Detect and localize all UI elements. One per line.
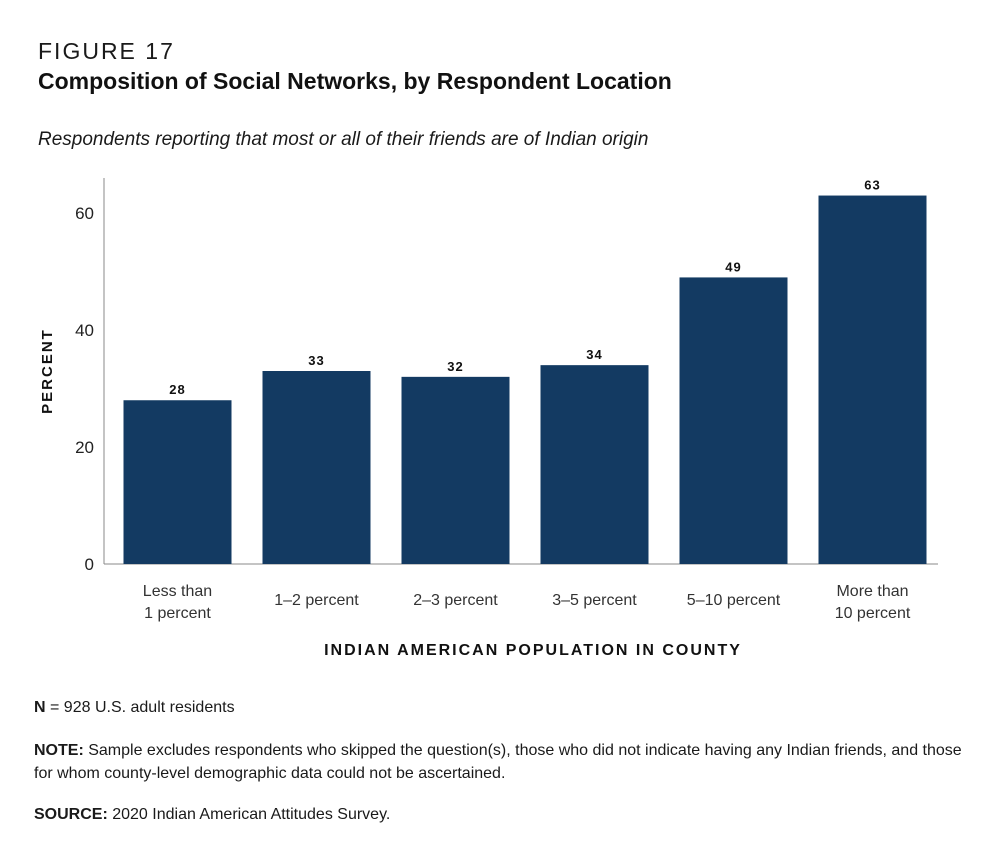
x-tick-label-line: Less than xyxy=(143,583,212,600)
y-axis-label: PERCENT xyxy=(39,328,56,414)
x-tick-label: More than 10 percent xyxy=(835,583,911,622)
methodology-note: NOTE: Sample excludes respondents who sk… xyxy=(34,739,974,785)
x-tick-label: 5–10 percent xyxy=(687,592,781,609)
sample-size-text: = 928 U.S. adult residents xyxy=(45,699,235,716)
bar xyxy=(262,371,371,564)
y-tick-label: 0 xyxy=(85,555,94,574)
bar xyxy=(123,400,232,564)
bar xyxy=(818,195,927,564)
x-tick-label-line: 5–10 percent xyxy=(687,592,781,609)
source-label: SOURCE: xyxy=(34,806,108,823)
x-axis-label: INDIAN AMERICAN POPULATION IN COUNTY xyxy=(324,642,742,659)
note-label: NOTE: xyxy=(34,742,84,759)
x-tick-label-line: 1–2 percent xyxy=(274,592,359,609)
data-label: 34 xyxy=(586,347,602,362)
x-tick-label: 1–2 percent xyxy=(274,592,359,609)
bar xyxy=(540,365,649,564)
x-tick-label-line: More than xyxy=(836,583,908,600)
x-tick-label-line: 2–3 percent xyxy=(413,592,498,609)
data-label: 28 xyxy=(169,382,185,397)
bar xyxy=(679,277,788,564)
data-label: 63 xyxy=(864,178,880,193)
source-text: 2020 Indian American Attitudes Survey. xyxy=(107,806,391,823)
chart-title: Composition of Social Networks, by Respo… xyxy=(38,68,672,94)
note-text: Sample excludes respondents who skipped … xyxy=(34,742,962,782)
sample-size-note: N = 928 U.S. adult residents xyxy=(34,696,974,719)
source-note: SOURCE: 2020 Indian American Attitudes S… xyxy=(34,803,974,826)
y-tick-label: 20 xyxy=(75,438,94,457)
chart-subtitle: Respondents reporting that most or all o… xyxy=(38,129,649,150)
data-label: 49 xyxy=(725,259,741,274)
sample-size-label: N xyxy=(34,699,46,716)
y-tick-label: 40 xyxy=(75,321,94,340)
data-label: 33 xyxy=(308,353,324,368)
y-tick-label: 60 xyxy=(75,204,94,223)
data-label: 32 xyxy=(447,359,463,374)
x-tick-label-line: 10 percent xyxy=(835,605,911,622)
x-tick-label: Less than 1 percent xyxy=(143,583,212,622)
bar-chart: 0 20 40 60 PERCENT 28 Less than 1 percent 33 1–2 … xyxy=(39,178,938,659)
x-tick-label-line: 1 percent xyxy=(144,605,211,622)
x-tick-label: 3–5 percent xyxy=(552,592,637,609)
bar xyxy=(401,376,510,564)
x-tick-label: 2–3 percent xyxy=(413,592,498,609)
x-tick-label-line: 3–5 percent xyxy=(552,592,637,609)
figure-label: FIGURE 17 xyxy=(38,38,175,64)
